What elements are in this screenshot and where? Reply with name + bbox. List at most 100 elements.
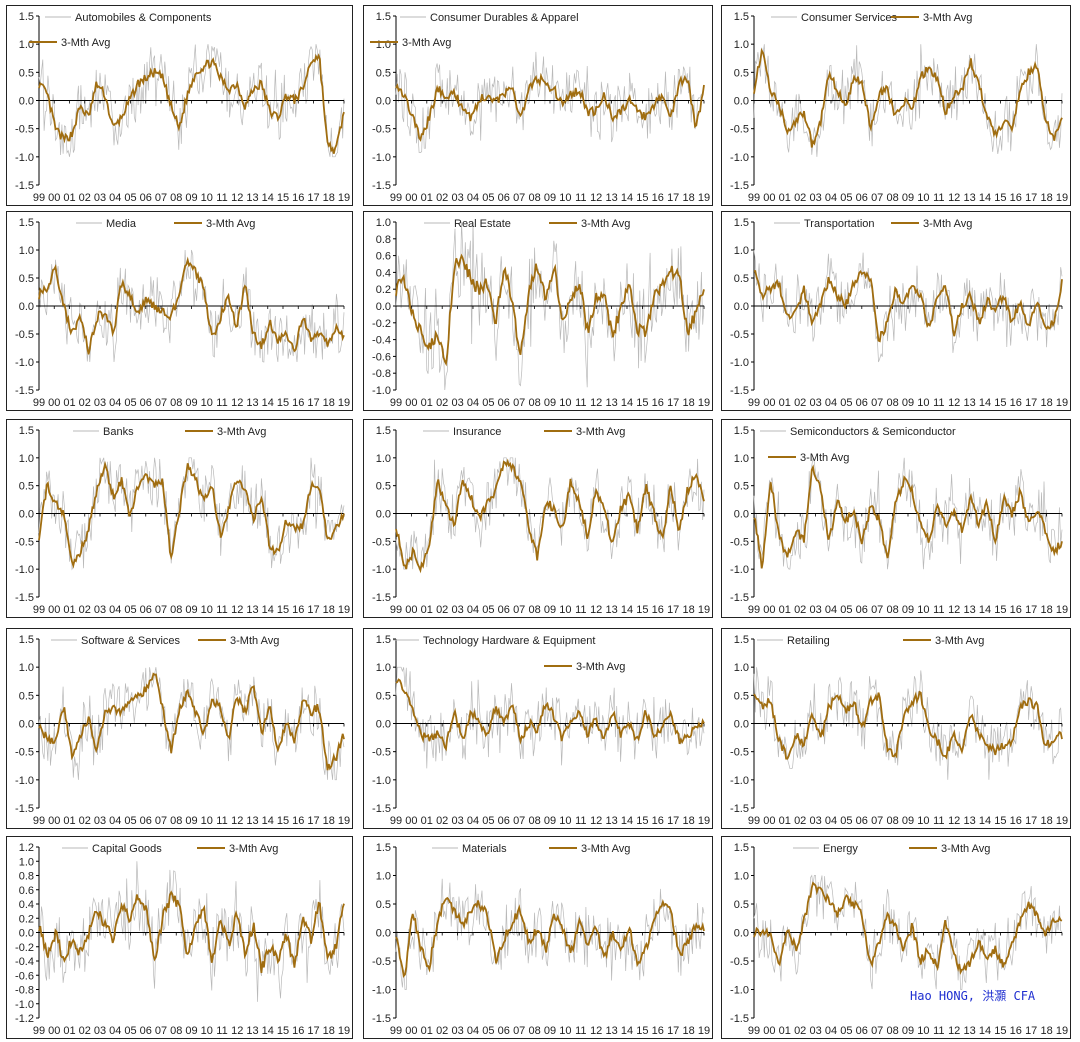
x-tick-label: 12: [231, 397, 243, 409]
legend-series-name: Technology Hardware & Equipment: [423, 635, 595, 647]
y-tick-label: 0.8: [376, 234, 391, 246]
x-tick-label: 99: [33, 397, 45, 409]
x-tick-label: 19: [338, 1025, 350, 1037]
y-tick-label: 1.0: [376, 453, 391, 465]
y-tick-label: -0.5: [730, 747, 749, 759]
y-tick-label: -0.5: [15, 329, 34, 341]
y-tick-label: -0.8: [372, 368, 391, 380]
x-tick-label: 02: [79, 397, 91, 409]
x-tick-label: 14: [262, 1025, 274, 1037]
x-tick-label: 05: [482, 815, 494, 827]
x-tick-label: 00: [763, 397, 775, 409]
y-tick-label: -0.6: [15, 970, 34, 982]
y-tick-label: 1.0: [734, 39, 749, 51]
y-tick-label: 0.2: [19, 913, 34, 925]
x-tick-label: 16: [652, 815, 664, 827]
x-tick-label: 00: [48, 1025, 60, 1037]
x-tick-label: 15: [277, 192, 289, 204]
y-tick-label: -1.5: [730, 180, 749, 192]
x-tick-label: 01: [63, 192, 75, 204]
y-tick-label: -1.0: [15, 152, 34, 164]
x-tick-label: 15: [994, 1025, 1006, 1037]
x-tick-label: 08: [528, 815, 540, 827]
x-tick-label: 11: [216, 1025, 227, 1037]
monthly-series-line: [38, 44, 345, 158]
x-tick-label: 06: [498, 397, 510, 409]
y-tick-label: 0.4: [376, 267, 391, 279]
y-tick-label: -0.5: [730, 536, 749, 548]
legend-series-name: Banks: [103, 426, 134, 438]
y-tick-label: 0.5: [734, 481, 749, 493]
x-tick-label: 07: [155, 1025, 167, 1037]
chart-panel: 1.5 1.0 0.5 0.0 -0.5 -1.0 -1.5 99 00 01 02 03 04 05 06…: [721, 5, 1071, 206]
x-tick-label: 11: [575, 604, 586, 616]
monthly-series-line: [753, 44, 1063, 157]
chart-svg: 1.51.00.50.0-0.5-1.0-1.599 00 01 02 03 04 05 06…: [730, 842, 1068, 1037]
x-tick-label: 19: [1056, 604, 1068, 616]
chart-svg: 1.51.00.50.0-0.5-1.0-1.599 00 01 02 03 04 05 06…: [372, 425, 710, 616]
x-tick-label: 01: [779, 192, 791, 204]
x-tick-label: 16: [1010, 815, 1022, 827]
y-tick-label: -0.2: [372, 318, 391, 330]
y-tick-label: -1.5: [15, 385, 34, 397]
x-tick-label: 07: [155, 604, 167, 616]
x-tick-label: 16: [1010, 604, 1022, 616]
x-tick-label: 16: [1010, 397, 1022, 409]
y-tick-label: 0.5: [19, 481, 34, 493]
y-tick-label: -1.0: [15, 564, 34, 576]
x-tick-label: 18: [1040, 815, 1052, 827]
y-tick-label: 1.0: [734, 871, 749, 883]
x-tick-label: 11: [216, 192, 227, 204]
x-tick-label: 12: [948, 397, 960, 409]
x-tick-label: 01: [63, 397, 75, 409]
x-tick-label: 13: [246, 1025, 258, 1037]
x-tick-label: 10: [917, 397, 929, 409]
x-tick-label: 10: [917, 815, 929, 827]
x-tick-label: 04: [825, 1025, 837, 1037]
y-tick-label: 0.5: [734, 273, 749, 285]
y-tick-label: 0.0: [734, 96, 749, 108]
x-tick-label: 04: [467, 1025, 479, 1037]
x-tick-label: 14: [979, 815, 991, 827]
x-tick-label: 08: [170, 192, 182, 204]
x-tick-label: 12: [590, 1025, 602, 1037]
x-tick-label: 15: [994, 604, 1006, 616]
avg-series-line: [38, 53, 345, 154]
x-tick-label: 08: [886, 397, 898, 409]
y-tick-label: -1.5: [372, 592, 391, 604]
x-tick-label: 14: [621, 1025, 633, 1037]
x-tick-label: 14: [979, 192, 991, 204]
legend-avg-label: 3-Mth Avg: [581, 218, 630, 230]
x-tick-label: 17: [307, 1025, 319, 1037]
x-tick-label: 17: [1025, 1025, 1037, 1037]
x-tick-label: 11: [933, 815, 944, 827]
x-tick-label: 05: [840, 192, 852, 204]
x-tick-label: 08: [886, 815, 898, 827]
x-tick-label: 07: [513, 815, 525, 827]
x-tick-label: 09: [902, 192, 914, 204]
x-tick-label: 12: [948, 604, 960, 616]
x-tick-label: 10: [201, 397, 213, 409]
avg-series-line: [753, 464, 1063, 569]
x-tick-label: 07: [155, 815, 167, 827]
y-tick-label: 0.0: [376, 928, 391, 940]
x-tick-label: 07: [513, 192, 525, 204]
chart-panel: 1.5 1.0 0.5 0.0 -0.5 -1.0 -1.5 99 00 01 02 03 04 05 06…: [721, 836, 1071, 1039]
chart-svg: 1.51.00.50.0-0.5-1.0-1.599 00 01 02 03 04 05 06…: [15, 217, 350, 409]
y-tick-label: -0.6: [372, 351, 391, 363]
x-tick-label: 15: [636, 815, 648, 827]
y-tick-label: 1.5: [376, 634, 391, 646]
y-tick-label: 1.5: [19, 425, 34, 437]
x-tick-label: 99: [748, 604, 760, 616]
x-tick-label: 05: [124, 1025, 136, 1037]
x-tick-label: 06: [140, 815, 152, 827]
x-tick-label: 16: [652, 397, 664, 409]
x-tick-label: 05: [482, 397, 494, 409]
x-tick-label: 05: [124, 192, 136, 204]
x-tick-label: 15: [277, 397, 289, 409]
x-tick-label: 05: [840, 397, 852, 409]
x-tick-label: 99: [33, 192, 45, 204]
chart-panel: 1.2 1.0 0.8 0.6 0.4 0.2 0.0 -0.2 -0.4 -0.6 -0.8 -1.…: [6, 836, 353, 1039]
x-tick-label: 18: [323, 397, 335, 409]
x-tick-label: 13: [246, 815, 258, 827]
